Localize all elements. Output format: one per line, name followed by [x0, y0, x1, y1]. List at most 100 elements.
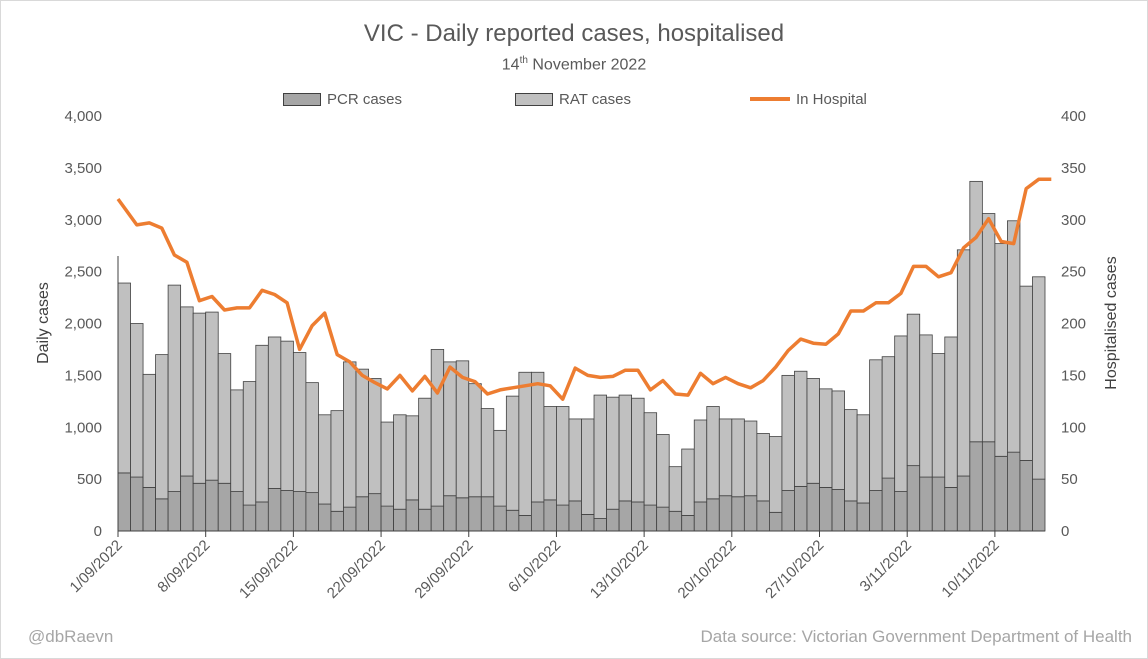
rat-bar — [919, 334, 933, 478]
x-tick-label: 10/11/2022 — [938, 537, 1002, 601]
pcr-bar — [242, 504, 257, 532]
rat-bar — [606, 396, 620, 510]
subtitle-rest: November 2022 — [527, 56, 647, 74]
pcr-bar — [769, 511, 783, 532]
rat-bar — [455, 360, 470, 499]
pcr-bar — [831, 489, 845, 532]
y-tick-label: 4,000 — [64, 108, 102, 125]
rat-bar — [693, 419, 708, 503]
pcr-bar — [581, 514, 595, 532]
x-tick-label: 13/10/2022 — [587, 537, 652, 602]
y2-tick-label: 0 — [1061, 523, 1069, 540]
rat-bar — [267, 336, 282, 489]
legend-item-rat: RAT cases — [515, 89, 631, 109]
rat-bar — [343, 361, 357, 508]
legend-label-rat: RAT cases — [559, 90, 631, 108]
rat-bar — [205, 311, 219, 481]
pcr-bar — [556, 504, 570, 532]
pcr-bar — [743, 495, 758, 532]
pcr-bar — [593, 518, 607, 532]
pcr-bar — [756, 500, 770, 532]
pcr-bar — [693, 501, 708, 532]
legend-swatch-rat — [515, 92, 553, 106]
pcr-bar — [280, 490, 294, 532]
chart-title: VIC - Daily reported cases, hospitalised — [363, 20, 785, 47]
rat-bar — [894, 335, 908, 492]
legend-swatch-hospital — [750, 97, 790, 101]
x-tick-label: 3/11/2022 — [857, 537, 915, 595]
pcr-bar — [731, 496, 745, 532]
rat-bar — [869, 359, 883, 491]
legend-swatch-pcr — [283, 92, 321, 106]
rat-bar — [1019, 285, 1033, 461]
pcr-bar — [643, 504, 658, 532]
rat-bar — [656, 434, 670, 508]
pcr-bar — [368, 493, 382, 532]
rat-bar — [192, 312, 207, 484]
pcr-bar — [618, 500, 633, 532]
rat-bar — [568, 418, 582, 502]
rat-bar — [994, 243, 1008, 457]
x-tick-label: 1/09/2022 — [67, 537, 126, 596]
rat-bar — [781, 374, 795, 491]
footer-source: Data source: Victorian Government Depart… — [700, 627, 1132, 646]
y-tick-label: 3,500 — [64, 160, 102, 177]
y2-tick-label: 100 — [1061, 419, 1086, 436]
rat-bar — [819, 388, 833, 488]
rat-bar — [217, 353, 232, 484]
legend-item-hospital: In Hospital — [750, 89, 867, 109]
pcr-bar — [217, 482, 232, 532]
rat-bar — [480, 408, 495, 498]
pcr-bar — [894, 491, 908, 532]
pcr-bar — [881, 477, 896, 532]
pcr-bar — [505, 509, 520, 532]
pcr-bar — [994, 455, 1008, 532]
pcr-bar — [668, 510, 683, 532]
rat-bar — [643, 412, 658, 506]
chart-subtitle: 14th November 2022 — [0, 55, 1148, 74]
pcr-bar — [192, 482, 207, 532]
y2-tick-label: 50 — [1061, 471, 1078, 488]
y-tick-label: 0 — [94, 523, 102, 540]
pcr-bar — [343, 506, 357, 532]
pcr-bar — [931, 476, 946, 532]
rat-bar — [856, 414, 871, 504]
y2-tick-label: 400 — [1061, 108, 1086, 125]
pcr-bar — [906, 465, 921, 532]
rat-bar — [831, 390, 845, 490]
rat-bar — [142, 373, 156, 488]
rat-bar — [718, 418, 733, 497]
subtitle-day: 14 — [501, 56, 520, 74]
pcr-bar — [355, 496, 369, 532]
y-tick-label: 1,500 — [64, 367, 102, 384]
legend-label-hospital: In Hospital — [796, 90, 867, 108]
pcr-bar — [606, 508, 620, 532]
rat-bar — [906, 313, 921, 467]
rat-bar — [530, 371, 545, 503]
rat-bar — [956, 249, 971, 477]
pcr-bar — [230, 491, 244, 532]
pcr-bar — [568, 500, 582, 532]
rat-bar — [318, 414, 332, 505]
pcr-bar — [806, 482, 820, 532]
y-tick-label: 2,000 — [64, 316, 102, 333]
rat-bar — [292, 352, 307, 492]
pcr-bar — [656, 506, 670, 532]
rat-bar — [405, 415, 420, 501]
x-tick-label: 6/10/2022 — [505, 537, 564, 596]
pcr-bar — [706, 498, 720, 532]
pcr-bar — [443, 495, 457, 532]
pcr-bar — [543, 499, 557, 532]
pcr-bar — [330, 510, 344, 532]
y-tick-label: 500 — [77, 471, 102, 488]
rat-bar — [305, 382, 319, 494]
pcr-bar — [255, 501, 269, 532]
rat-bar — [756, 433, 770, 502]
pcr-bar — [180, 475, 194, 532]
pcr-bar — [130, 476, 144, 532]
pcr-bar — [681, 515, 695, 532]
rat-bar — [981, 213, 996, 443]
y2-axis-label: Hospitalised cases — [1103, 256, 1120, 389]
rat-bar — [769, 436, 783, 513]
